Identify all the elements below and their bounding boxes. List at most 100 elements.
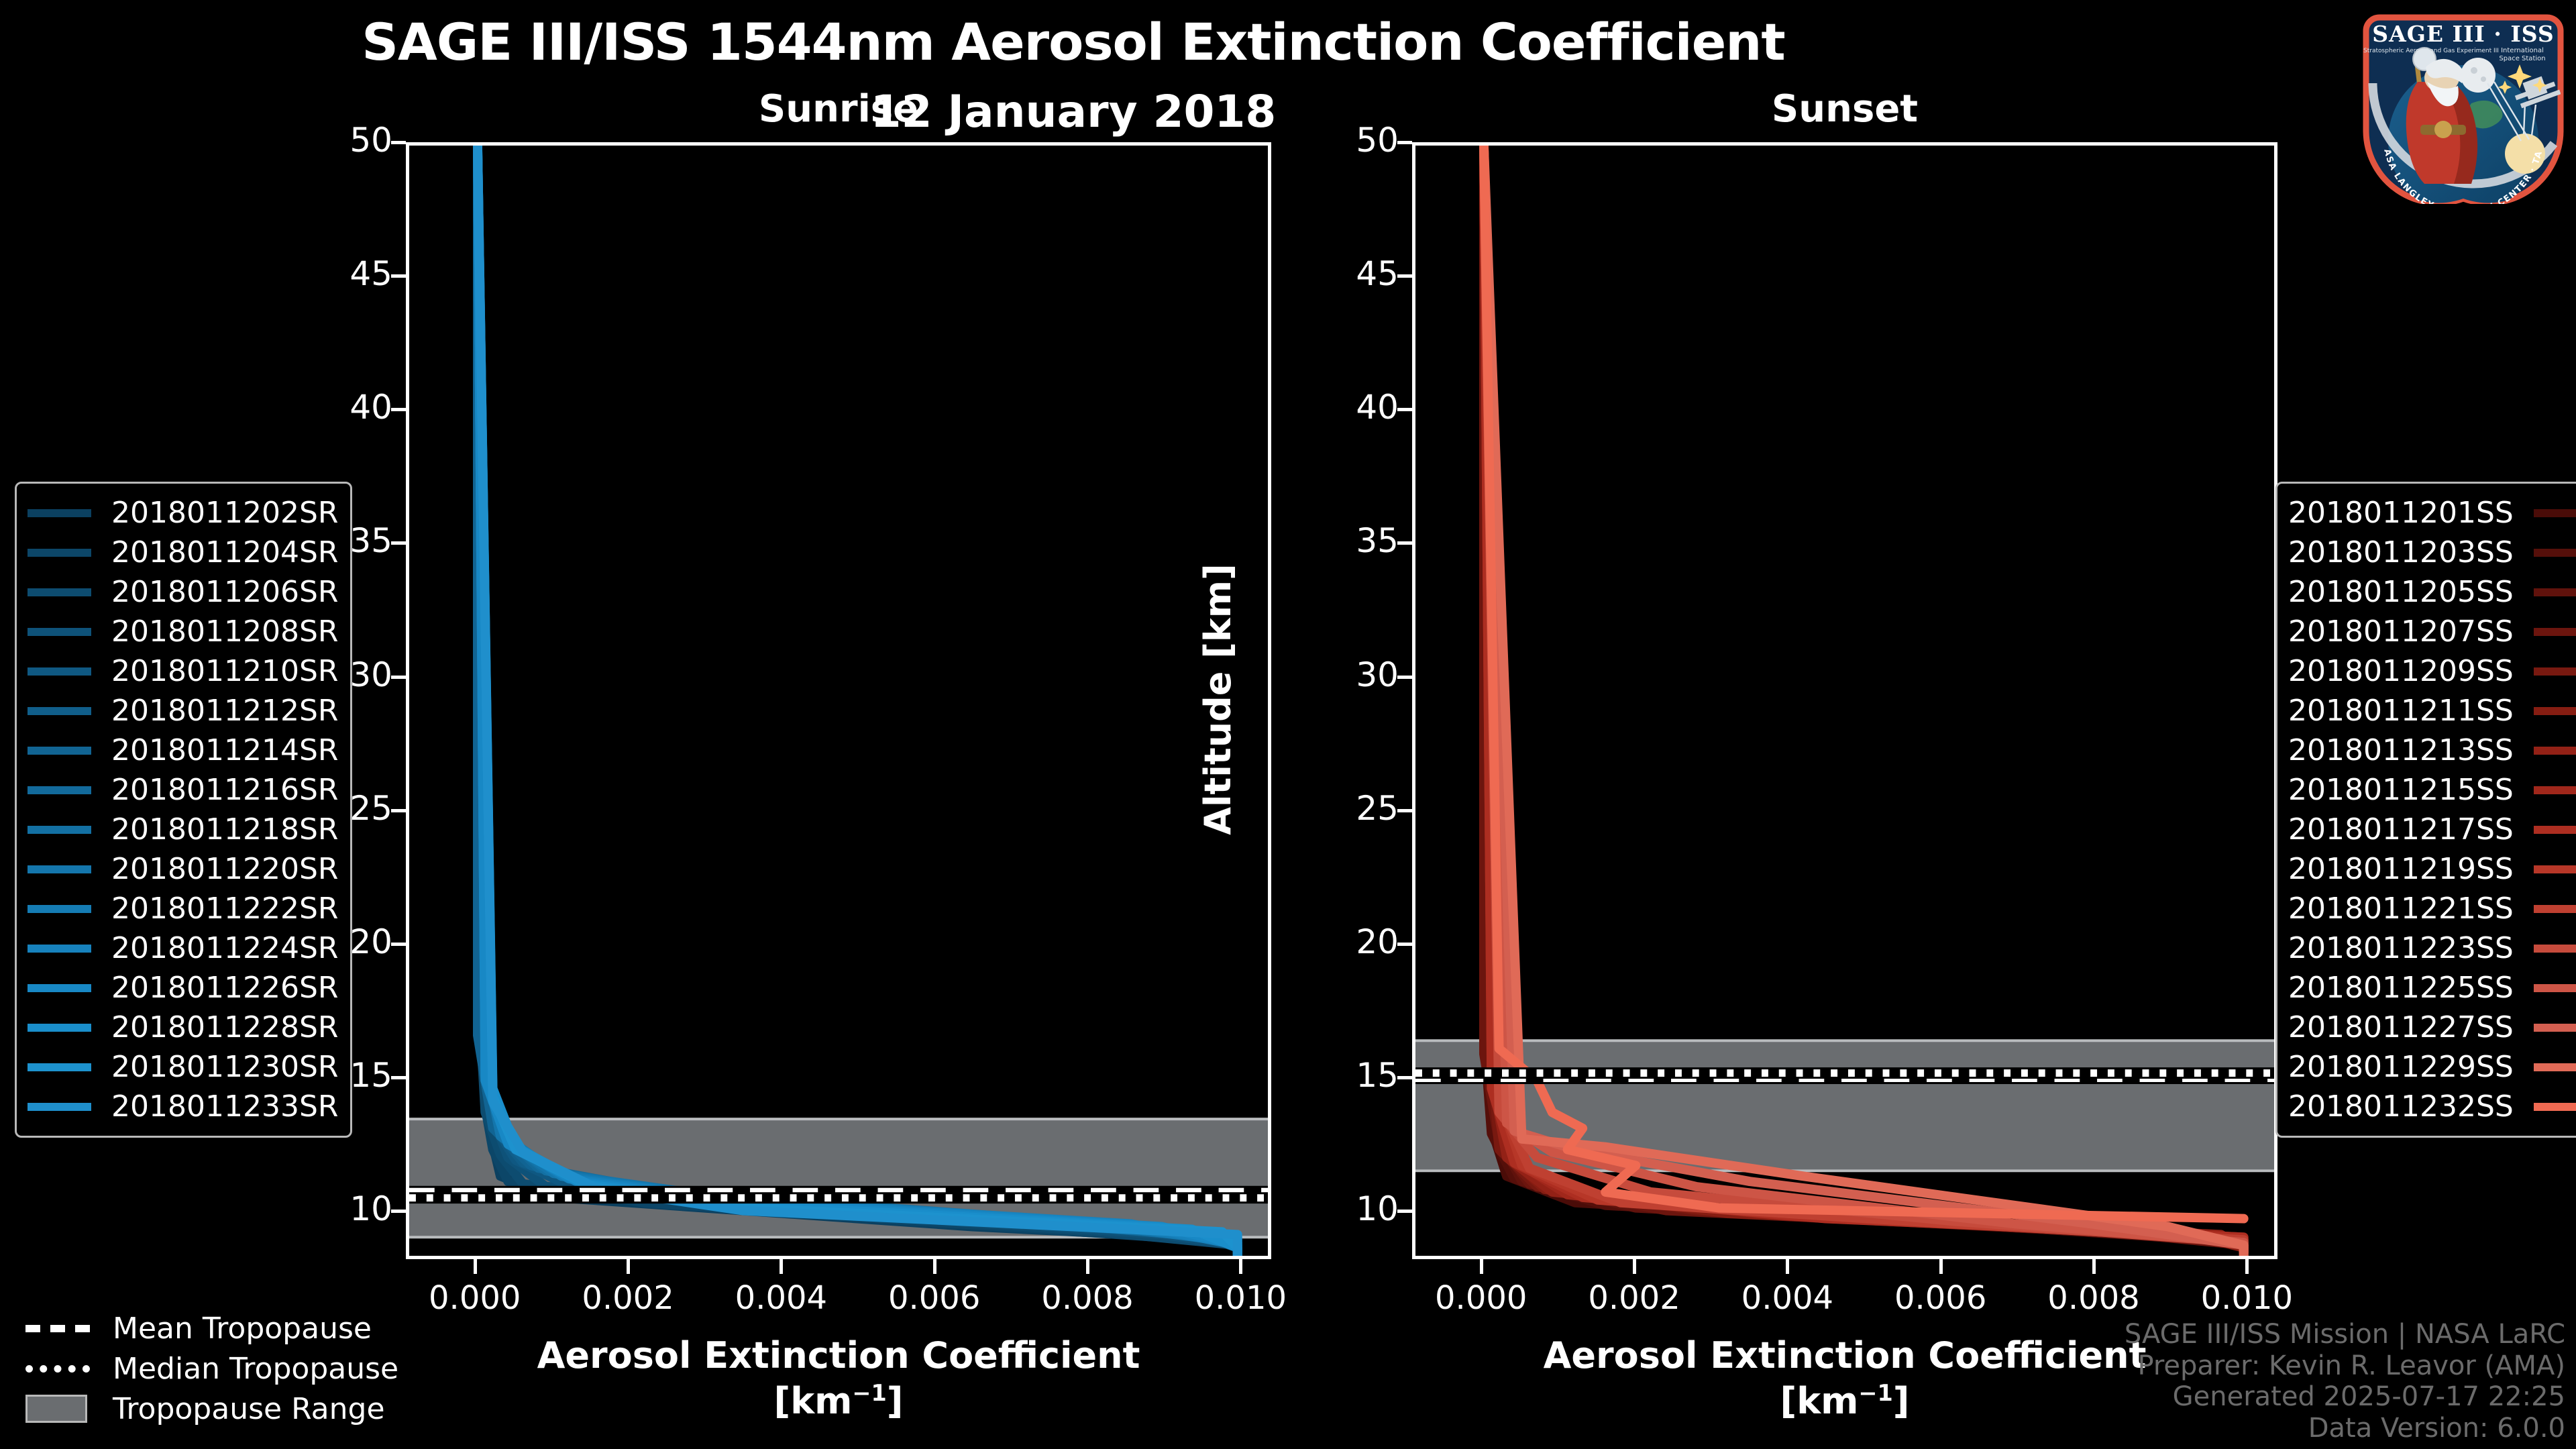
legend-label: 2018011232SS xyxy=(2288,1089,2514,1124)
legend-label: 2018011225SS xyxy=(2288,971,2514,1005)
sunset-xtick-label: 0.006 xyxy=(1894,1279,1987,1317)
legend-swatch xyxy=(2533,627,2576,636)
legend-item-2018011233SR[interactable]: 2018011233SR xyxy=(28,1087,338,1126)
legend-item-2018011201SS[interactable]: 2018011201SS xyxy=(2288,493,2576,533)
legend-item-2018011229SS[interactable]: 2018011229SS xyxy=(2288,1047,2576,1087)
sunset-xtick-label: 0.002 xyxy=(1588,1279,1680,1317)
sunset-series-legend[interactable]: 2018011201SS 2018011203SS 2018011205SS 2018… xyxy=(2275,482,2576,1138)
series-line xyxy=(472,146,1242,1256)
legend-swatch xyxy=(28,1023,91,1032)
legend-swatch xyxy=(28,983,91,992)
legend-item-2018011205SS[interactable]: 2018011205SS xyxy=(2288,572,2576,612)
series-line xyxy=(472,146,1242,1256)
series-line xyxy=(472,146,1242,1256)
legend-label: 2018011209SS xyxy=(2288,654,2514,688)
legend-label: 2018011215SS xyxy=(2288,773,2514,807)
legend-item-2018011220SR[interactable]: 2018011220SR xyxy=(28,849,338,889)
legend-item-2018011211SS[interactable]: 2018011211SS xyxy=(2288,691,2576,731)
series-line xyxy=(472,146,1242,1256)
sunset-ytick-label: 30 xyxy=(1356,655,1399,694)
sunset-ytick-mark xyxy=(1397,274,1412,278)
legend-item-2018011212SR[interactable]: 2018011212SR xyxy=(28,691,338,731)
legend-item-2018011214SR[interactable]: 2018011214SR xyxy=(28,731,338,770)
sunrise-xtick-label: 0.004 xyxy=(735,1279,828,1317)
sunset-ytick-label: 10 xyxy=(1356,1189,1399,1229)
legend-swatch xyxy=(28,508,91,517)
legend-swatch xyxy=(2533,706,2576,715)
legend-item-2018011206SR[interactable]: 2018011206SR xyxy=(28,572,338,612)
sunrise-xtick-mark xyxy=(473,1259,477,1274)
legend-label: 2018011210SR xyxy=(111,654,339,688)
legend-swatch xyxy=(2533,746,2576,755)
legend-label: 2018011203SS xyxy=(2288,535,2514,570)
sunrise-ytick-mark xyxy=(391,942,406,946)
legend-label: 2018011219SS xyxy=(2288,852,2514,886)
legend-item-2018011204SR[interactable]: 2018011204SR xyxy=(28,533,338,572)
legend-label: 2018011206SR xyxy=(111,575,339,609)
legend-item-2018011209SS[interactable]: 2018011209SS xyxy=(2288,651,2576,691)
legend-item-2018011208SR[interactable]: 2018011208SR xyxy=(28,612,338,651)
legend-swatch xyxy=(2533,548,2576,557)
legend-swatch xyxy=(28,706,91,715)
series-line xyxy=(1479,146,2249,1224)
sunset-ytick-label: 25 xyxy=(1356,788,1399,828)
series-line xyxy=(472,146,1242,1253)
legend-swatch xyxy=(2533,508,2576,517)
legend-item-2018011225SS[interactable]: 2018011225SS xyxy=(2288,968,2576,1008)
sunrise-ytick-label: 25 xyxy=(350,788,392,828)
legend-swatch xyxy=(28,548,91,557)
legend-item-2018011221SS[interactable]: 2018011221SS xyxy=(2288,889,2576,928)
legend-label: 2018011207SS xyxy=(2288,614,2514,649)
legend-item-2018011223SS[interactable]: 2018011223SS xyxy=(2288,928,2576,968)
legend-item-2018011227SS[interactable]: 2018011227SS xyxy=(2288,1008,2576,1047)
legend-item-2018011219SS[interactable]: 2018011219SS xyxy=(2288,849,2576,889)
legend-item-2018011232SS[interactable]: 2018011232SS xyxy=(2288,1087,2576,1126)
series-line xyxy=(472,146,1242,1245)
legend-item-2018011210SR[interactable]: 2018011210SR xyxy=(28,651,338,691)
legend-swatch xyxy=(2533,825,2576,834)
figure-subtitle: 12 January 2018 xyxy=(870,86,1277,138)
legend-item-2018011203SS[interactable]: 2018011203SS xyxy=(2288,533,2576,572)
sunrise-ytick-mark xyxy=(391,1076,406,1080)
legend-swatch xyxy=(2533,1102,2576,1111)
sunset-xtick-label: 0.000 xyxy=(1435,1279,1527,1317)
legend-item-2018011218SR[interactable]: 2018011218SR xyxy=(28,810,338,849)
sunset-ytick-mark xyxy=(1397,1210,1412,1214)
legend-item-2018011224SR[interactable]: 2018011224SR xyxy=(28,928,338,968)
legend-item-2018011230SR[interactable]: 2018011230SR xyxy=(28,1047,338,1087)
legend-label: 2018011211SS xyxy=(2288,694,2514,728)
legend-label: 2018011204SR xyxy=(111,535,339,570)
legend-item-2018011217SS[interactable]: 2018011217SS xyxy=(2288,810,2576,849)
legend-label: 2018011229SS xyxy=(2288,1050,2514,1084)
sunrise-ytick-mark xyxy=(391,675,406,679)
legend-item-2018011222SR[interactable]: 2018011222SR xyxy=(28,889,338,928)
legend-swatch xyxy=(28,1063,91,1071)
legend-swatch xyxy=(2533,904,2576,913)
legend-label: 2018011224SR xyxy=(111,931,339,965)
sunrise-ytick-mark xyxy=(391,141,406,144)
sunset-xtick-mark xyxy=(1479,1259,1483,1274)
legend-label: 2018011202SR xyxy=(111,496,339,530)
legend-item-2018011215SS[interactable]: 2018011215SS xyxy=(2288,770,2576,810)
legend-item-2018011213SS[interactable]: 2018011213SS xyxy=(2288,731,2576,770)
legend-label: 2018011216SR xyxy=(111,773,339,807)
sunset-y-axis-label: Altitude [km] xyxy=(1196,563,1239,835)
svg-text:SAGE III · ISS: SAGE III · ISS xyxy=(2372,21,2554,47)
legend-label: 2018011205SS xyxy=(2288,575,2514,609)
sunrise-series-legend[interactable]: 2018011202SR 2018011204SR 2018011206SR 2018… xyxy=(15,482,353,1138)
legend-item-2018011202SR[interactable]: 2018011202SR xyxy=(28,493,338,533)
legend-label: 2018011212SR xyxy=(111,694,339,728)
credits-block: SAGE III/ISS Mission | NASA LaRC Prepare… xyxy=(2125,1319,2565,1444)
sunset-ytick-mark xyxy=(1397,808,1412,812)
sunrise-ytick-mark xyxy=(391,274,406,278)
sunrise-xtick-mark xyxy=(780,1259,784,1274)
sunrise-xtick-label: 0.006 xyxy=(888,1279,981,1317)
sunrise-xtick-mark xyxy=(1239,1259,1243,1274)
series-line xyxy=(472,146,1242,1256)
legend-item-2018011207SS[interactable]: 2018011207SS xyxy=(2288,612,2576,651)
legend-item-2018011228SR[interactable]: 2018011228SR xyxy=(28,1008,338,1047)
legend-item-2018011216SR[interactable]: 2018011216SR xyxy=(28,770,338,810)
legend-item-2018011226SR[interactable]: 2018011226SR xyxy=(28,968,338,1008)
credits-line-mission: SAGE III/ISS Mission | NASA LaRC xyxy=(2124,1319,2565,1350)
